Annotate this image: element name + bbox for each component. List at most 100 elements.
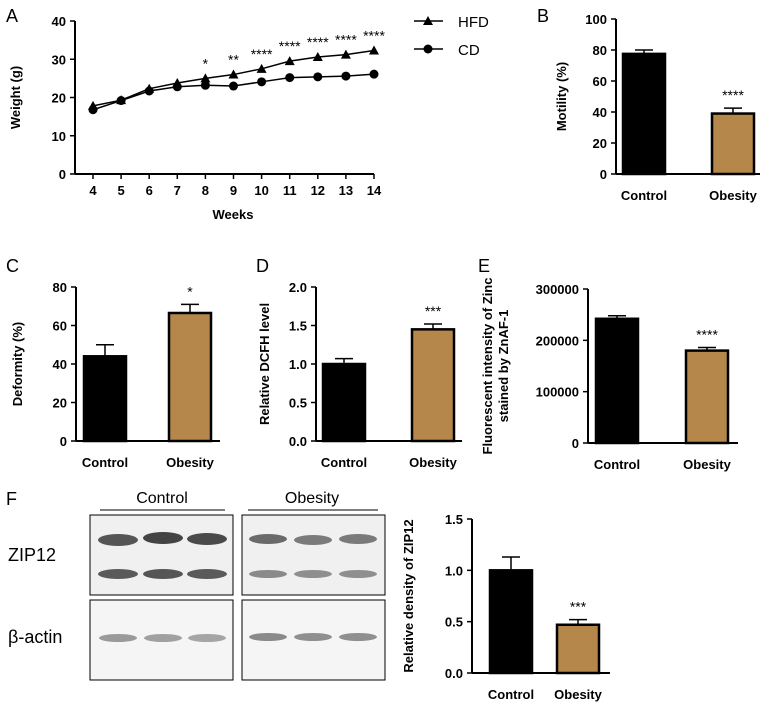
y-tick-label: 40: [53, 357, 67, 372]
blot-band: [187, 533, 227, 545]
bar-obesity: [684, 349, 730, 445]
y-tick-label: 40: [593, 105, 607, 120]
blot-band: [99, 634, 137, 642]
chart-a-weight-line-chart: 0 10 20 30 40 4 5 6 7 8 9 10 11 12 13 14 Weeks Weight (g)…: [8, 14, 489, 222]
y-tick-label: 0.5: [289, 396, 307, 411]
significance-star: ****: [307, 34, 329, 50]
x-tick-label: 9: [230, 183, 237, 198]
blot-band: [98, 569, 138, 579]
x-tick-label: 12: [311, 183, 325, 198]
x-category-label: Obesity: [409, 455, 457, 470]
point-cd: [369, 69, 379, 79]
x-tick-label: 8: [202, 183, 209, 198]
y-tick-label: 100: [585, 12, 607, 27]
blot-band: [294, 570, 332, 578]
bar-obesity: [167, 311, 213, 443]
y-tick-label: 0: [60, 434, 67, 449]
y-tick-label: 1.0: [445, 563, 463, 578]
x-tick-label: 14: [367, 183, 382, 198]
significance-star: ****: [335, 32, 357, 48]
blot-row-label-zip12: ZIP12: [8, 545, 56, 565]
point-cd: [341, 71, 351, 81]
bar-control: [594, 317, 640, 445]
x-category-label: Obesity: [683, 457, 731, 472]
significance-star: ****: [251, 46, 273, 62]
chart-f-zip12-bar-chart: 0.0 0.5 1.0 1.5 Control Obesity *** Relative de…: [401, 512, 610, 702]
y-axis-label: Deformity (%): [10, 322, 25, 407]
point-cd: [200, 80, 210, 90]
y-tick-label: 2.0: [289, 280, 307, 295]
bar-obesity: [555, 623, 601, 675]
y-axis-label: Relative density of ZIP12: [401, 519, 416, 672]
significance-star: ***: [570, 599, 587, 615]
x-axis-label: Weeks: [213, 207, 254, 222]
y-tick-label: 200000: [536, 333, 579, 348]
y-tick-label: 60: [53, 319, 67, 334]
significance-star: *: [203, 55, 209, 71]
blot-zip12-control-image: [89, 514, 234, 596]
legend-marker-cd: [423, 44, 433, 54]
blot-row-label-beta-actin: β-actin: [8, 627, 62, 647]
significance-star: ****: [279, 38, 301, 54]
x-category-label: Obesity: [709, 188, 757, 203]
blot-band: [339, 570, 377, 578]
chart-c-deformity-bar-chart: 0 20 40 60 80 Control Obesity * Deformity (%): [10, 280, 220, 470]
x-tick-label: 10: [254, 183, 268, 198]
x-tick-label: 13: [339, 183, 353, 198]
y-tick-label: 30: [52, 52, 66, 67]
panel-label-e: E: [478, 256, 490, 276]
bar-control: [621, 52, 667, 176]
chart-e-zinc-bar-chart: 0 100000 200000 300000 Control Obesity **** Flu…: [480, 278, 738, 472]
bar-control: [488, 569, 534, 675]
panel-label-d: D: [256, 256, 269, 276]
x-category-label: Control: [621, 188, 667, 203]
blot-band: [143, 569, 183, 579]
x-tick-label: 7: [174, 183, 181, 198]
y-tick-label: 1.0: [289, 357, 307, 372]
x-category-label: Control: [594, 457, 640, 472]
x-category-label: Obesity: [554, 687, 602, 702]
blot-band: [294, 633, 332, 641]
point-hfd: [340, 49, 351, 59]
y-axis-label: stained by ZnAF-1: [496, 310, 511, 423]
point-hfd: [369, 45, 379, 55]
y-axis-label: Relative DCFH level: [257, 303, 272, 425]
blot-band: [249, 534, 287, 544]
point-cd: [144, 86, 154, 96]
bar-control: [321, 362, 367, 443]
legend-marker-hfd: [423, 16, 433, 25]
point-cd: [229, 81, 238, 91]
bar-control: [82, 355, 128, 443]
blot-band: [188, 634, 226, 642]
y-tick-label: 20: [53, 396, 67, 411]
series-line-cd: [92, 73, 375, 111]
blot-band: [339, 534, 377, 544]
point-hfd: [312, 51, 323, 61]
y-tick-label: 100000: [536, 385, 579, 400]
blot-band: [143, 532, 183, 544]
chart-b-motility-bar-chart: 0 20 40 60 80 100 Control Obesity **** Motility (…: [554, 12, 760, 203]
point-cd: [285, 73, 295, 83]
chart-d-dcfh-bar-chart: 0.0 0.5 1.0 1.5 2.0 Control Obesity *** Relative…: [257, 280, 462, 470]
y-tick-label: 80: [53, 280, 67, 295]
y-tick-label: 1.5: [289, 319, 307, 334]
y-tick-label: 0.0: [445, 666, 463, 681]
x-category-label: Obesity: [166, 455, 214, 470]
point-cd: [88, 105, 98, 115]
point-hfd: [200, 73, 211, 83]
x-tick-label: 5: [117, 183, 124, 198]
y-tick-label: 1.5: [445, 512, 463, 527]
significance-star: ****: [722, 87, 744, 103]
y-tick-label: 300000: [536, 282, 579, 297]
y-axis-label: Motility (%): [554, 62, 569, 131]
blot-band: [294, 535, 332, 545]
blot-group-obesity: Obesity: [285, 490, 339, 507]
panel-label-f: F: [6, 489, 17, 509]
point-cd: [313, 72, 323, 82]
y-tick-label: 0: [600, 167, 607, 182]
y-tick-label: 0.0: [289, 434, 307, 449]
y-tick-label: 0.5: [445, 615, 463, 630]
blot-band: [249, 633, 287, 641]
significance-star: ****: [696, 327, 718, 343]
